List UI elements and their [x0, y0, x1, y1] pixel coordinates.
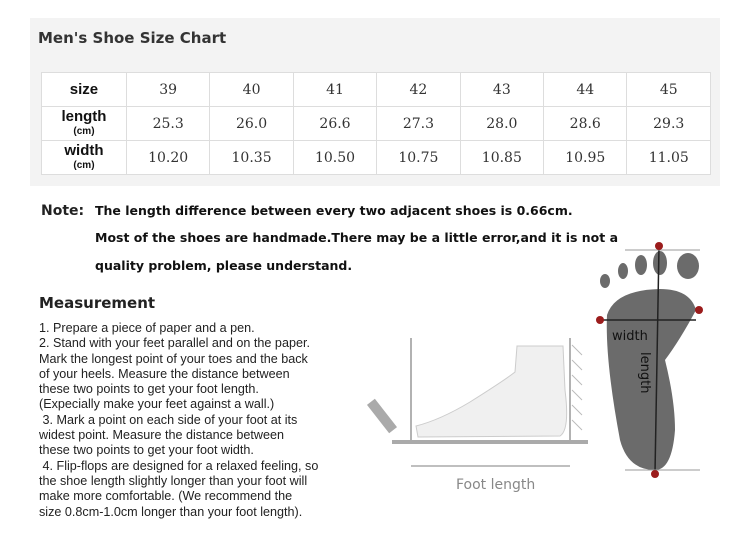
measurement-line: these two points to get your foot length…: [39, 382, 259, 397]
size-header: size: [41, 72, 127, 107]
cell-length: 25.3: [125, 106, 211, 141]
size-table: size 39 40 41 42 43 44 45 length (cm) 25.3 26.0 26.…: [41, 72, 711, 175]
chart-title: Men's Shoe Size Chart: [38, 29, 227, 47]
measurement-line: 1. Prepare a piece of paper and a pen.: [39, 321, 255, 335]
cell-width: 10.95: [543, 140, 628, 175]
measurement-line: (Expecially make your feet against a wal…: [39, 397, 275, 412]
measurement-line: widest point. Measure the distance betwe…: [39, 428, 285, 443]
cell-length: 28.6: [543, 106, 628, 141]
table-row-length: length (cm) 25.3 26.0 26.6 27.3 28.0 28.6 29.3: [41, 106, 711, 141]
cell-length: 28.0: [459, 106, 545, 141]
measurement-line: of your heels. Measure the distance betw…: [39, 366, 290, 381]
width-header: width (cm): [41, 140, 127, 175]
cell-sizes: 44: [543, 72, 628, 107]
measurement-steps: 1. Prepare a piece of paper and a pen. 2.…: [39, 321, 399, 520]
cell-width: 11.05: [626, 140, 711, 175]
measurement-line: 4. Flip-flops are designed for a relaxed…: [39, 458, 319, 473]
side-foot-illustration: Foot length: [366, 338, 588, 493]
width-label: width: [612, 329, 648, 344]
measurement-line: size 0.8cm-1.0cm longer than your foot l…: [39, 504, 303, 519]
measurement-line: Mark the longest point of your toes and …: [39, 351, 308, 366]
table-row-width: width (cm) 10.20 10.35 10.50 10.75 10.85 10.95 1…: [41, 140, 711, 175]
measurement-line: the shoe length slightly longer than you…: [39, 473, 308, 488]
cell-sizes: 39: [125, 72, 211, 107]
note-line: quality problem, please understand.: [95, 258, 353, 273]
note-label: Note:: [41, 203, 85, 219]
measurement-line: make more comfortable. (We recommend the: [39, 489, 293, 504]
cell-sizes: 40: [209, 72, 294, 107]
cell-width: 10.35: [209, 140, 294, 175]
cell-sizes: 43: [459, 72, 545, 107]
cell-length: 29.3: [626, 106, 711, 141]
cell-width: 10.75: [376, 140, 461, 175]
note-line: The length difference between every two …: [95, 203, 573, 218]
measurement-line: 2. Stand with your feet parallel and on …: [39, 336, 310, 351]
cell-length: 26.0: [209, 106, 294, 141]
cell-length: 27.3: [376, 106, 461, 141]
cell-width: 10.50: [292, 140, 378, 175]
measurement-line: these two points to get your foot width.: [39, 443, 254, 458]
cell-width: 10.20: [125, 140, 211, 175]
cell-width: 10.85: [459, 140, 545, 175]
length-label: length: [637, 352, 652, 393]
foot-length-label: Foot length: [456, 477, 535, 493]
top-foot-illustration: width length: [596, 242, 703, 478]
note-line: Most of the shoes are handmade.There may…: [95, 230, 619, 245]
length-header: length (cm): [41, 106, 127, 141]
measurement-heading: Measurement: [39, 294, 156, 312]
measurement-line: 3. Mark a point on each side of your foo…: [39, 412, 298, 427]
table-row-size: size 39 40 41 42 43 44 45: [41, 72, 711, 107]
